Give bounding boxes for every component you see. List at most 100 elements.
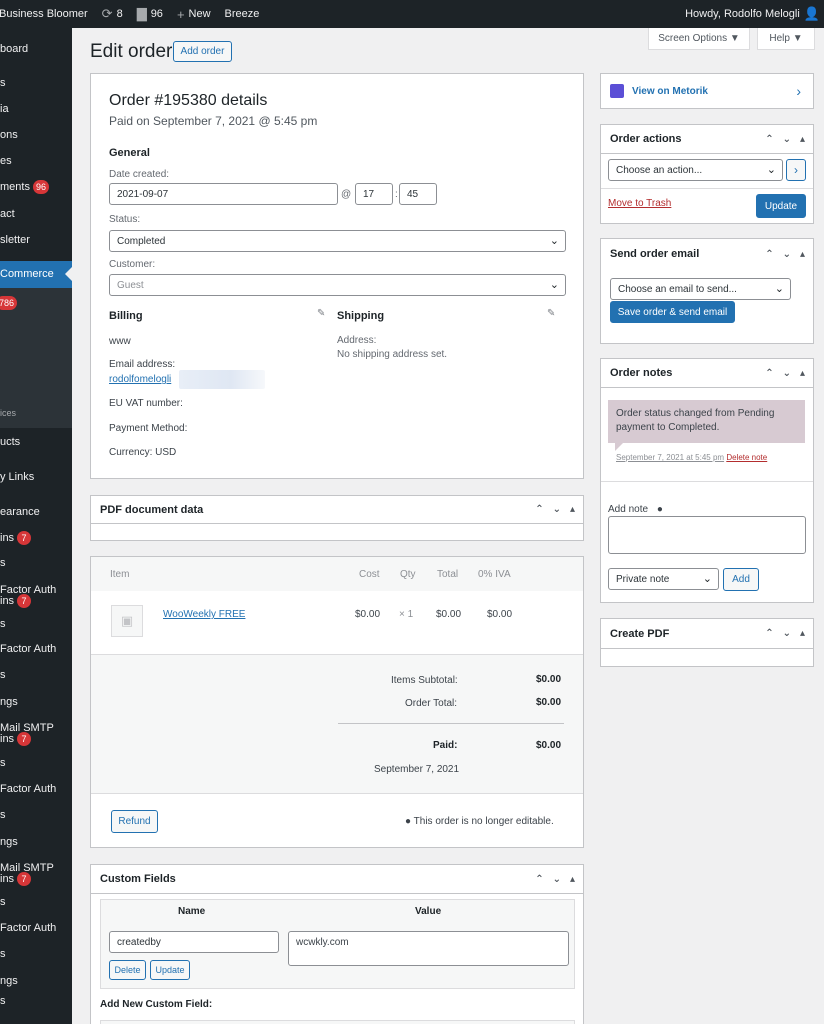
menu-orders[interactable]: 786: [0, 296, 72, 310]
move-down-icon[interactable]: ⌄: [782, 248, 791, 260]
update-custom-field-button[interactable]: Update: [150, 960, 190, 980]
menu-appearance[interactable]: earance: [0, 506, 72, 518]
toggle-panel-icon[interactable]: ▴: [799, 367, 805, 379]
menu-two-factor[interactable]: Factor Auth: [0, 783, 72, 795]
move-to-trash-link[interactable]: Move to Trash: [608, 198, 672, 209]
order-notes-header[interactable]: Order notes ⌃ ⌄ ▴: [601, 359, 813, 388]
menu-products[interactable]: ucts: [0, 436, 72, 448]
move-up-icon[interactable]: ⌃: [535, 504, 544, 515]
toggle-panel-icon[interactable]: ▴: [799, 133, 805, 145]
move-down-icon[interactable]: ⌄: [782, 628, 791, 639]
menu-plugins[interactable]: ins 7: [0, 732, 72, 746]
billing-email-link[interactable]: rodolfomelogli: [109, 374, 172, 385]
move-up-icon[interactable]: ⌃: [765, 628, 774, 639]
move-up-icon[interactable]: ⌃: [765, 133, 774, 145]
status-select[interactable]: Completed ⌄: [109, 230, 566, 252]
menu-plugins[interactable]: ins 7: [0, 594, 72, 608]
custom-fields-header[interactable]: Custom Fields ⌃ ⌄ ▴: [91, 865, 583, 894]
move-down-icon[interactable]: ⌄: [552, 504, 561, 515]
menu-users[interactable]: s: [0, 618, 72, 630]
menu-woocommerce[interactable]: Commerce: [0, 261, 72, 288]
line-item-product-link[interactable]: WooWeekly FREE: [163, 609, 246, 620]
create-pdf-header[interactable]: Create PDF ⌃ ⌄ ▴: [601, 619, 813, 649]
delete-note-link[interactable]: Delete note: [726, 453, 768, 462]
menu-pages[interactable]: es: [0, 155, 72, 167]
menu-comments[interactable]: ments 96: [0, 180, 72, 194]
move-up-icon[interactable]: ⌃: [765, 367, 774, 379]
menu-wp-mail-smtp[interactable]: Mail SMTP: [0, 862, 72, 874]
menu-plugins[interactable]: ins 7: [0, 531, 72, 545]
menu-settings[interactable]: ngs: [0, 696, 72, 708]
menu-users[interactable]: s: [0, 557, 72, 569]
comments-link[interactable]: ▇ 96: [137, 6, 163, 22]
menu-plugins[interactable]: ins 7: [0, 872, 72, 886]
delete-custom-field-button[interactable]: Delete: [109, 960, 146, 980]
move-down-icon[interactable]: ⌄: [782, 367, 791, 379]
menu-two-factor[interactable]: Factor Auth: [0, 584, 72, 596]
edit-shipping-pencil-icon[interactable]: ✎: [547, 308, 556, 319]
add-order-button[interactable]: Add order: [173, 41, 232, 62]
custom-field-value-textarea[interactable]: wcwkly.com: [288, 931, 569, 966]
order-actions-header[interactable]: Order actions ⌃ ⌄ ▴: [601, 125, 813, 154]
menu-tools[interactable]: s: [0, 809, 72, 821]
menu-settings[interactable]: ngs: [0, 975, 72, 987]
menu-contact[interactable]: act: [0, 208, 72, 220]
order-notes-panel: Order notes ⌃ ⌄ ▴ Order status changed fro…: [600, 358, 814, 603]
view-on-metorik-link[interactable]: View on Metorik: [632, 86, 708, 97]
toggle-panel-icon[interactable]: ▴: [569, 873, 575, 885]
user-avatar-icon: 👤: [803, 6, 820, 21]
move-up-icon[interactable]: ⌃: [535, 873, 544, 885]
metorik-panel[interactable]: View on Metorik ›: [600, 73, 814, 109]
email-select[interactable]: Choose an email to send... ⌄: [610, 278, 791, 300]
menu-dashboard[interactable]: board: [0, 43, 72, 55]
screen-options-button[interactable]: Screen Options ▼: [648, 28, 750, 50]
move-up-icon[interactable]: ⌃: [765, 248, 774, 260]
note-type-select[interactable]: Private note ⌄: [608, 568, 719, 590]
toggle-panel-icon[interactable]: ▴: [799, 628, 805, 639]
minute-input[interactable]: 45: [399, 183, 437, 205]
menu-media[interactable]: ia: [0, 103, 72, 115]
menu-tools[interactable]: s: [0, 995, 72, 1007]
menu-collections[interactable]: ons: [0, 129, 72, 141]
new-content-link[interactable]: + New: [177, 7, 211, 22]
menu-pretty-links[interactable]: y Links: [0, 471, 72, 483]
account-menu[interactable]: Howdy, Rodolfo Melogli 👤: [685, 0, 820, 28]
updates-link[interactable]: ⟳ 8: [102, 6, 123, 22]
send-email-header[interactable]: Send order email ⌃ ⌄ ▴: [601, 239, 813, 269]
site-name-link[interactable]: Business Bloomer: [0, 8, 88, 20]
menu-users[interactable]: s: [0, 896, 72, 908]
edit-billing-pencil-icon[interactable]: ✎: [317, 308, 326, 319]
refund-button[interactable]: Refund: [111, 810, 158, 833]
toggle-panel-icon[interactable]: ▴: [799, 248, 805, 260]
breeze-link[interactable]: Breeze: [225, 8, 260, 20]
hour-input[interactable]: 17: [355, 183, 393, 205]
paid-value: $0.00: [536, 740, 562, 751]
at-label: @: [341, 189, 352, 200]
menu-newsletter[interactable]: sletter: [0, 234, 72, 246]
menu-services[interactable]: ices: [0, 407, 72, 419]
menu-two-factor[interactable]: Factor Auth: [0, 643, 72, 655]
menu-posts[interactable]: s: [0, 77, 72, 89]
menu-tools[interactable]: s: [0, 948, 72, 960]
apply-action-button[interactable]: ›: [786, 159, 806, 181]
save-send-email-button[interactable]: Save order & send email: [610, 301, 735, 323]
order-action-select[interactable]: Choose an action... ⌄: [608, 159, 783, 181]
menu-settings[interactable]: ngs: [0, 836, 72, 848]
date-created-input[interactable]: 2021-09-07: [109, 183, 338, 205]
menu-wp-mail-smtp[interactable]: Mail SMTP: [0, 722, 72, 734]
pdf-document-header[interactable]: PDF document data ⌃ ⌄ ▴: [91, 496, 583, 524]
move-down-icon[interactable]: ⌄: [552, 873, 561, 885]
add-note-button[interactable]: Add: [723, 568, 759, 591]
customer-select[interactable]: Guest ⌄: [109, 274, 566, 296]
update-order-button[interactable]: Update: [756, 194, 806, 218]
chevron-down-icon: ⌄: [766, 164, 776, 176]
help-icon: ●: [656, 504, 663, 515]
help-button[interactable]: Help ▼: [757, 28, 815, 50]
menu-users[interactable]: s: [0, 757, 72, 769]
move-down-icon[interactable]: ⌄: [782, 133, 791, 145]
menu-two-factor[interactable]: Factor Auth: [0, 922, 72, 934]
toggle-panel-icon[interactable]: ▴: [569, 504, 575, 515]
menu-tools[interactable]: s: [0, 669, 72, 681]
custom-field-key-input[interactable]: createdby: [109, 931, 279, 953]
add-note-textarea[interactable]: [608, 516, 806, 554]
